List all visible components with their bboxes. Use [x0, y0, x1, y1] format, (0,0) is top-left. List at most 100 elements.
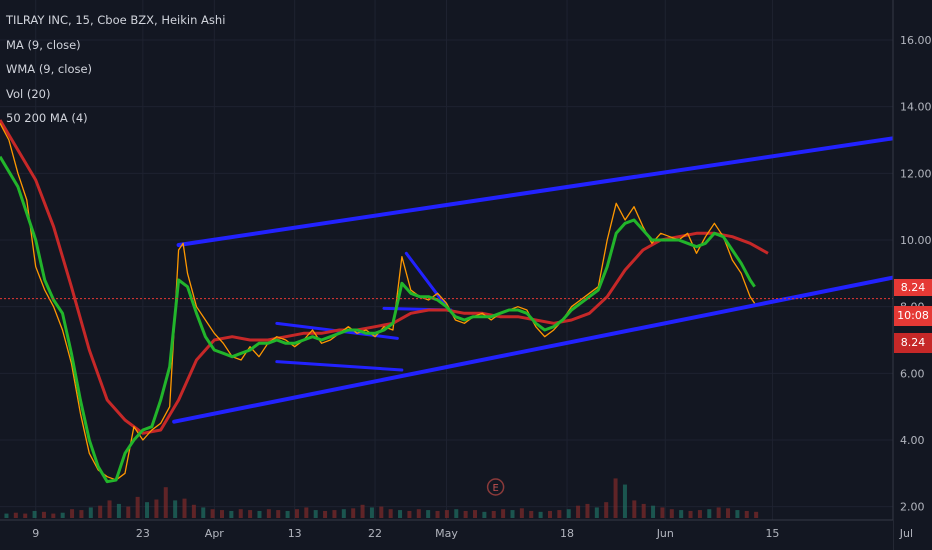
- volume-bar: [332, 510, 337, 518]
- volume-bar: [341, 509, 346, 518]
- volume-bar: [107, 500, 112, 518]
- volume-bar: [547, 510, 552, 518]
- x-tick-label: 18: [560, 527, 574, 540]
- volume-bar: [313, 510, 318, 518]
- x-tick-label: May: [435, 527, 458, 540]
- volume-bar: [191, 504, 196, 518]
- volume-bar: [116, 503, 121, 518]
- volume-bar: [604, 502, 609, 518]
- volume-bar: [304, 507, 309, 518]
- volume-bar: [632, 500, 637, 518]
- volume-bar: [669, 509, 674, 518]
- y-tick-label: 16.00: [900, 34, 932, 47]
- y-tick-label: 4.00: [900, 434, 925, 447]
- x-tick-label: 9: [32, 527, 39, 540]
- volume-bar: [238, 509, 243, 518]
- volume-bar: [463, 510, 468, 518]
- volume-bar: [491, 510, 496, 518]
- trendline: [275, 360, 404, 372]
- last-price-tag: 8.24: [894, 279, 932, 296]
- ma-price-tag: 8.24: [894, 333, 932, 353]
- y-tick-label: 10.00: [900, 234, 932, 247]
- volume-bar: [229, 510, 234, 518]
- volume-bar: [707, 509, 712, 518]
- volume-bar: [744, 510, 749, 518]
- volume-bar: [173, 500, 178, 518]
- volume-bars: [4, 478, 759, 518]
- volume-bar: [407, 510, 412, 518]
- volume-bar: [60, 512, 65, 518]
- indicator-vol[interactable]: Vol (20): [6, 86, 51, 101]
- indicator-50-200-ma[interactable]: 50 200 MA (4): [6, 111, 88, 125]
- volume-bar: [566, 509, 571, 518]
- x-tick-label: 23: [136, 527, 150, 540]
- countdown-timer-tag: 10:08: [894, 306, 932, 326]
- volume-bar: [257, 510, 262, 518]
- volume-bar: [135, 496, 140, 518]
- volume-bar: [594, 507, 599, 518]
- series-price: [0, 122, 756, 481]
- indicator-ma[interactable]: MA (9, close): [6, 37, 81, 52]
- earnings-marker-circle: [486, 478, 505, 496]
- x-tick-label: Jun: [656, 527, 674, 540]
- volume-bar: [688, 510, 693, 518]
- volume-bar: [294, 509, 299, 518]
- volume-bar: [716, 507, 721, 518]
- volume-bar: [444, 510, 449, 518]
- volume-bar: [651, 505, 656, 518]
- volume-bar: [510, 510, 515, 518]
- volume-bar: [416, 509, 421, 518]
- volume-bar: [538, 511, 543, 518]
- volume-bar: [454, 509, 459, 518]
- x-tick-label: 22: [368, 527, 382, 540]
- trendline: [404, 251, 448, 309]
- volume-bar: [697, 510, 702, 518]
- trendlines: [172, 136, 900, 424]
- volume-bar: [557, 510, 562, 518]
- series-lines: [0, 119, 769, 484]
- volume-bar: [473, 510, 478, 518]
- series-red-ma: [0, 119, 769, 435]
- volume-bar: [501, 509, 506, 518]
- earnings-event-marker[interactable]: E: [486, 478, 505, 496]
- y-tick-label: 12.00: [900, 167, 932, 180]
- volume-bar: [426, 510, 431, 518]
- volume-bar: [726, 508, 731, 518]
- volume-bar: [70, 509, 75, 518]
- volume-bar: [266, 509, 271, 518]
- x-tick-label: Apr: [205, 527, 225, 540]
- volume-bar: [529, 510, 534, 518]
- volume-bar: [351, 508, 356, 518]
- volume-bar: [754, 511, 759, 518]
- volume-bar: [369, 507, 374, 518]
- volume-bar: [379, 506, 384, 518]
- volume-bar: [388, 509, 393, 518]
- x-tick-label: 13: [288, 527, 302, 540]
- volume-bar: [276, 510, 281, 518]
- volume-bar: [735, 510, 740, 518]
- indicator-wma[interactable]: WMA (9, close): [6, 62, 93, 76]
- volume-bar: [660, 507, 665, 518]
- volume-bar: [126, 506, 131, 518]
- volume-bar: [435, 510, 440, 518]
- time-axis: 9 23 Apr 13 22 May 18 Jun 15 Jul: [0, 519, 913, 550]
- volume-bar: [323, 510, 328, 518]
- chart-legend: TILRAY INC, 15, Cboe BZX, Heikin Ashi MA…: [6, 8, 225, 131]
- time-axis-bg: [0, 520, 893, 550]
- volume-bar: [519, 508, 524, 518]
- volume-bar: [88, 507, 93, 518]
- volume-bar: [163, 487, 168, 518]
- symbol-title[interactable]: TILRAY INC, 15, Cboe BZX, Heikin Ashi: [6, 13, 226, 27]
- price-axis-bg: [893, 0, 932, 550]
- y-tick-label: 14.00: [900, 101, 932, 114]
- volume-bar: [679, 510, 684, 518]
- volume-bar: [576, 505, 581, 518]
- volume-bar: [154, 499, 159, 518]
- earnings-marker-label: E: [492, 483, 498, 494]
- volume-bar: [51, 513, 56, 518]
- volume-bar: [182, 498, 187, 518]
- volume-bar: [360, 504, 365, 518]
- volume-bar: [622, 484, 627, 518]
